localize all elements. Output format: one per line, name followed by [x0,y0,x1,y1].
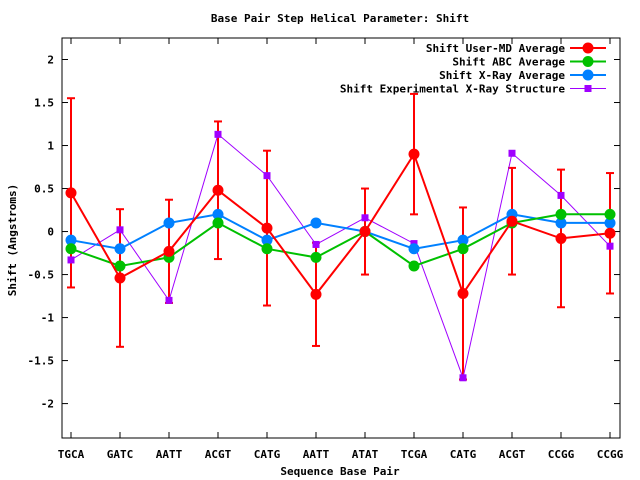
series-3-point [310,217,322,229]
legend-label: Shift ABC Average [452,56,565,69]
series-2-point [604,208,616,220]
series-3-point [114,243,126,255]
series-2-point [212,217,224,229]
series-2-point [114,260,126,272]
series-line-3 [70,213,610,250]
legend-marker [582,42,594,54]
x-axis-label: Sequence Base Pair [280,465,400,478]
series-2-point [310,251,322,263]
series-2-point [457,243,469,255]
legend-label: Shift Experimental X-Ray Structure [340,83,566,96]
series-3-point [261,234,273,246]
series-line-4 [70,133,611,380]
y-tick-label: -0.5 [28,269,55,282]
y-tick-label: -1.5 [28,355,55,368]
series-4-point [459,374,467,382]
legend-marker [582,69,594,81]
legend-label: Shift X-Ray Average [439,69,565,82]
series-1-point [457,287,469,299]
series-2-point [555,208,567,220]
legend-label: Shift User-MD Average [426,42,565,55]
x-tick-label: GATC [107,448,134,461]
series-4-point [67,256,75,264]
x-axis-ticks: TGCA GATC AATT ACGT CATG AATT ATAT TCGA CATG ACGT… [58,38,624,461]
series-1-point [65,187,77,199]
x-tick-label: TCGA [401,448,428,461]
series-line-2 [70,213,610,268]
series-4-point [508,149,516,157]
series-2-point [261,243,273,255]
y-tick-label: 2 [47,54,54,67]
series-4-point [165,296,173,304]
series-2-point [65,243,77,255]
legend-marker [584,85,592,92]
x-tick-label: CATG [254,448,281,461]
x-tick-label: ATAT [352,448,379,461]
y-tick-label: -2 [41,398,54,411]
series-3-point [457,234,469,246]
series-1-point [506,215,518,227]
x-tick-label: AATT [156,448,183,461]
series-4-point [116,226,124,234]
series-1-point [261,222,273,234]
plot-frame [61,37,621,439]
series-1-point [555,232,567,244]
x-tick-label: CCGG [597,448,624,461]
series-3-point [555,217,567,229]
legend-marker [582,56,594,67]
series-1-point [604,227,616,239]
x-tick-label: CCGG [548,448,575,461]
series-3-point [163,217,175,229]
series-4-point [606,242,614,250]
series-2-point [408,260,420,272]
series-3-point [408,243,420,255]
x-tick-label: ACGT [205,448,232,461]
x-tick-label: CATG [450,448,477,461]
chart-title: Base Pair Step Helical Parameter: Shift [211,12,469,25]
x-tick-label: ACGT [499,448,526,461]
error-bars [67,92,614,381]
series-1-point [359,226,371,238]
series-3-point [212,208,224,220]
y-axis-ticks: -2 -1.5 -1 -0.5 0 0.5 1 1.5 2 [28,54,620,411]
series-4-point [263,172,271,180]
y-tick-label: 0 [47,226,54,239]
series-3-point [604,217,616,229]
series-1-point [114,272,126,284]
series-layer [65,130,616,382]
y-tick-label: -1 [41,312,55,325]
y-tick-label: 1.5 [34,97,54,110]
y-tick-label: 0.5 [34,183,54,196]
y-tick-label: 1 [47,140,54,153]
x-tick-label: AATT [303,448,330,461]
series-4-point [312,240,320,248]
series-1-point [408,148,420,160]
y-axis-label: Shift (Angstroms) [6,184,19,297]
series-4-point [214,130,222,138]
series-1-point [212,184,224,196]
series-4-point [557,191,565,199]
series-4-point [361,214,369,222]
series-line-1 [70,151,611,296]
series-1-point [310,288,322,300]
series-1-point [163,245,175,257]
x-tick-label: TGCA [58,448,85,461]
series-3-point [65,234,77,246]
